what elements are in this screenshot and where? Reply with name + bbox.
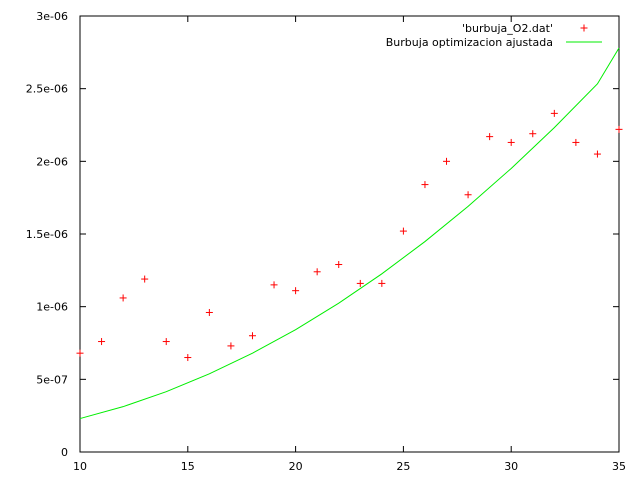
legend: 'burbuja_O2.dat' Burbuja optimizacion aj…	[386, 22, 602, 49]
data-point	[141, 275, 149, 283]
data-point	[98, 338, 106, 346]
x-tick-label: 30	[504, 460, 518, 473]
x-tick-label: 25	[396, 460, 410, 473]
legend-label-points: 'burbuja_O2.dat'	[462, 22, 553, 35]
data-point	[550, 109, 558, 117]
data-point	[464, 191, 472, 199]
data-point	[248, 332, 256, 340]
legend-marker-points	[580, 24, 588, 32]
legend-label-line: Burbuja optimizacion ajustada	[386, 36, 553, 49]
data-point	[443, 157, 451, 165]
data-point	[399, 227, 407, 235]
fit-line-series	[79, 47, 620, 420]
y-tick-label: 2.5e-06	[26, 83, 68, 96]
data-point	[227, 342, 235, 350]
y-tick-label: 3e-06	[36, 10, 68, 23]
data-point	[615, 125, 623, 133]
data-point	[486, 133, 494, 141]
data-point	[572, 138, 580, 146]
tick-marks	[79, 15, 620, 453]
data-point	[162, 338, 170, 346]
y-tick-label: 5e-07	[36, 373, 68, 386]
x-tick-label: 20	[289, 460, 303, 473]
data-point	[593, 150, 601, 158]
data-point	[421, 181, 429, 189]
data-point	[507, 138, 515, 146]
plot-frame	[79, 15, 620, 453]
data-point	[378, 279, 386, 287]
data-point	[529, 130, 537, 138]
y-tick-label: 1e-06	[36, 301, 68, 314]
legend-marker	[580, 24, 588, 32]
x-tick-label: 10	[73, 460, 87, 473]
tick-labels: 10 15 20 25 30 35 0 5e-07 1e-06 1.5e-06 2e-06 2.5e-…	[26, 10, 626, 473]
y-tick-label: 0	[61, 446, 68, 459]
data-point	[292, 287, 300, 295]
data-point	[356, 279, 364, 287]
data-point	[184, 354, 192, 362]
x-tick-label: 35	[612, 460, 626, 473]
x-tick-label: 15	[181, 460, 195, 473]
y-tick-label: 2e-06	[36, 155, 68, 168]
data-point	[205, 308, 213, 316]
data-point	[270, 281, 278, 289]
data-point	[335, 261, 343, 269]
data-points-series	[76, 109, 623, 362]
data-point	[76, 349, 84, 357]
fit-line	[79, 47, 620, 420]
data-point	[119, 294, 127, 302]
data-point	[313, 268, 321, 276]
y-tick-label: 1.5e-06	[26, 228, 68, 241]
